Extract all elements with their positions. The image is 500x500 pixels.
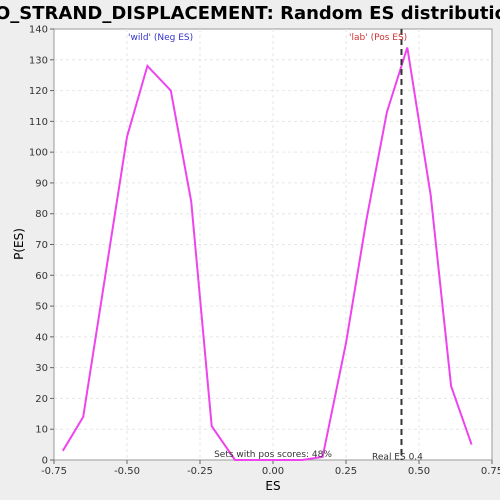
pos-es-label: 'lab' (Pos ES) bbox=[349, 33, 407, 43]
y-tick-label: 0 bbox=[42, 456, 48, 467]
y-tick-label: 110 bbox=[29, 117, 48, 128]
x-tick-label: 0.75 bbox=[481, 466, 500, 477]
y-tick-label: 80 bbox=[35, 209, 48, 220]
x-tick-label: 0.00 bbox=[262, 466, 284, 477]
x-tick-label: -0.25 bbox=[187, 466, 213, 477]
y-tick-label: 130 bbox=[29, 55, 48, 66]
es-distribution-line bbox=[61, 47, 473, 461]
y-tick-label: 10 bbox=[35, 425, 48, 436]
x-axis-label: ES bbox=[265, 479, 280, 493]
x-tick-label: 0.50 bbox=[408, 466, 430, 477]
neg-es-label: 'wild' (Neg ES) bbox=[128, 33, 193, 43]
x-tick-label: -0.50 bbox=[114, 466, 140, 477]
y-axis-label: P(ES) bbox=[12, 228, 26, 260]
y-tick-label: 60 bbox=[35, 271, 48, 282]
y-axis-ticks: 0 10 20 30 40 50 60 70 80 90 100 110 120 130 140 bbox=[29, 25, 54, 467]
y-tick-label: 120 bbox=[29, 86, 48, 97]
y-tick-label: 70 bbox=[35, 240, 48, 251]
y-tick-label: 100 bbox=[29, 148, 48, 159]
y-tick-label: 90 bbox=[35, 178, 48, 189]
pos-scores-text: Sets with pos scores: 48% bbox=[214, 450, 332, 460]
chart-title: GO_STRAND_DISPLACEMENT: Random ES distri… bbox=[0, 3, 500, 24]
real-es-label: Real ES 0.4 bbox=[372, 453, 423, 463]
x-axis-ticks: -0.75 -0.50 -0.25 0.00 0.25 0.50 0.75 bbox=[41, 460, 500, 477]
x-tick-label: 0.25 bbox=[335, 466, 357, 477]
y-tick-label: 30 bbox=[35, 363, 48, 374]
y-tick-label: 20 bbox=[35, 394, 48, 405]
grid bbox=[54, 29, 492, 460]
x-tick-label: -0.75 bbox=[41, 466, 67, 477]
y-tick-label: 140 bbox=[29, 25, 48, 36]
y-tick-label: 40 bbox=[35, 332, 48, 343]
y-tick-label: 50 bbox=[35, 302, 48, 313]
